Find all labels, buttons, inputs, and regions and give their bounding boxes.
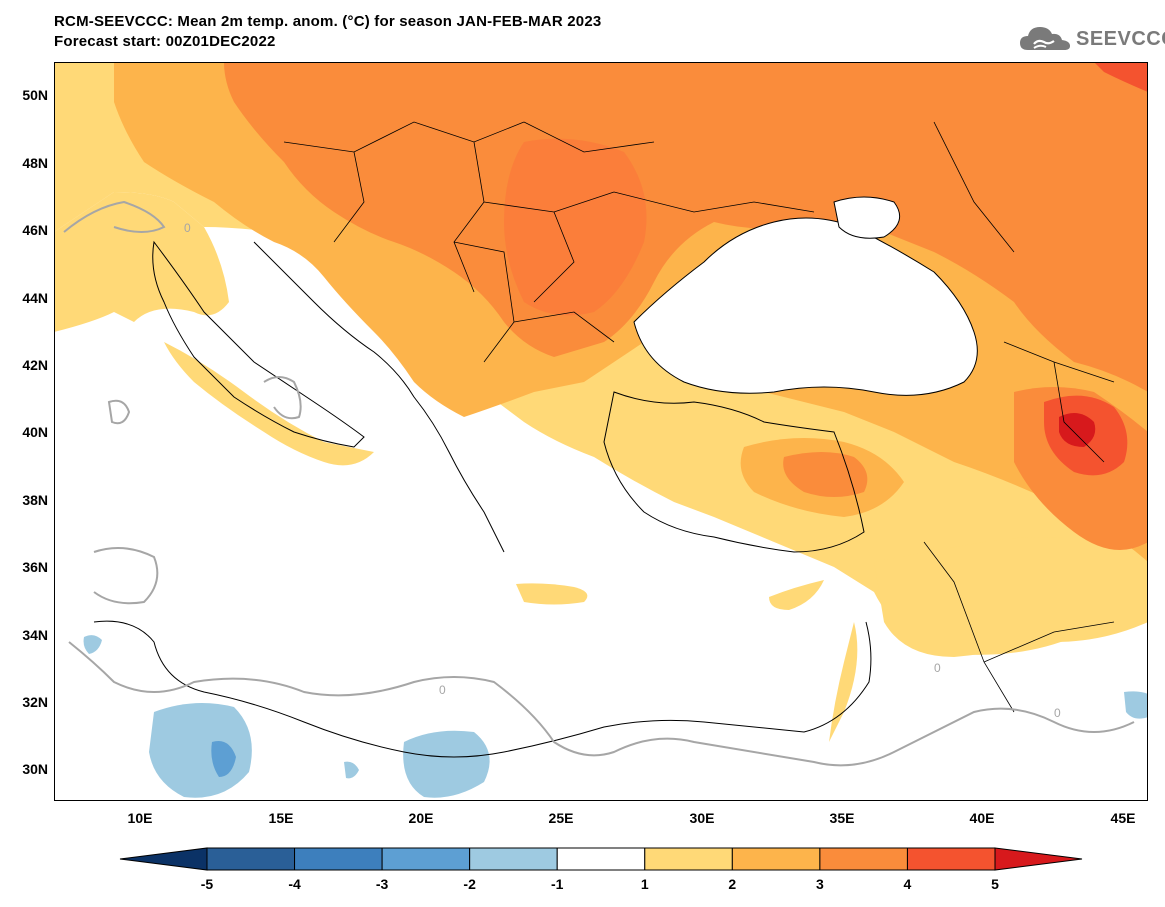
lon-label-30e: 30E — [689, 810, 715, 826]
logo-text: SEEVCCC — [1076, 28, 1165, 50]
anomaly-area-minus2-libya — [210, 740, 236, 777]
anomaly-area-plus3 — [223, 63, 1147, 392]
chart-title: RCM-SEEVCCC: Mean 2m temp. anom. (°C) fo… — [54, 12, 601, 52]
turkey-coast — [602, 390, 865, 553]
lon-label-25e: 25E — [548, 810, 574, 826]
anomaly-area-plus1-cyprus — [768, 579, 824, 610]
contour-label: 0 — [934, 661, 941, 675]
anomaly-area-minus1-libya-small — [343, 761, 359, 778]
zero-contour-sardinia — [107, 399, 130, 424]
anomaly-area-plus1-syria — [873, 531, 1147, 657]
lat-label-48n: 48N — [22, 155, 48, 171]
colorbar-cell — [381, 847, 471, 871]
colorbar-cell — [469, 847, 558, 871]
title-line-2: Forecast start: 00Z01DEC2022 — [54, 33, 276, 50]
anomaly-area-minus1-egypt-east — [1123, 690, 1147, 719]
zero-contour-italy — [262, 375, 302, 419]
contour-label: 0 — [1054, 706, 1061, 720]
lat-label-36n: 36N — [22, 559, 48, 575]
colorbar-tick-label: 2 — [728, 876, 737, 892]
anomaly-area-plus4-northeast — [1095, 63, 1147, 92]
colorbar-cell — [731, 847, 821, 871]
map-panel: 0 0 0 0 — [54, 62, 1148, 801]
colorbar-tick-label: -3 — [375, 876, 389, 892]
colorbar-tick-label: 5 — [991, 876, 999, 892]
balkan-coast — [253, 241, 504, 552]
anomaly-area-plus3-ukraine — [503, 138, 646, 315]
colorbar — [119, 847, 1083, 871]
lon-label-15e: 15E — [268, 810, 294, 826]
anomaly-area-plus1-italy-se — [163, 341, 374, 465]
anomaly-area-minus1-libya-east — [402, 730, 490, 798]
lat-label-30n: 30N — [22, 761, 48, 777]
temperature-anomaly-map: 0 0 0 0 — [55, 63, 1147, 800]
zero-contour-africa — [67, 546, 1134, 766]
anomaly-area-plus3-anatolia — [782, 451, 867, 497]
lon-label-40e: 40E — [969, 810, 995, 826]
azov-sea — [832, 196, 900, 239]
lat-label-32n: 32N — [22, 694, 48, 710]
colorbar-low-end — [119, 847, 208, 871]
colorbar-tick-label: -1 — [550, 876, 564, 892]
africa-coast — [93, 620, 871, 757]
country-borders — [283, 121, 1114, 712]
colorbar-high-end — [994, 847, 1083, 871]
colorbar-cell — [819, 847, 908, 871]
seevccc-logo: SEEVCCC — [1018, 22, 1165, 56]
colorbar-tick-label: -2 — [463, 876, 476, 892]
lon-label-20e: 20E — [408, 810, 434, 826]
lat-label-46n: 46N — [22, 222, 48, 238]
colorbar-tick-label: 3 — [815, 876, 824, 892]
lat-label-50n: 50N — [22, 87, 48, 103]
anomaly-area-minus1-tunisia — [83, 634, 102, 654]
colorbar-cell — [294, 847, 383, 871]
colorbar-cell — [644, 847, 733, 871]
lat-label-42n: 42N — [22, 357, 48, 373]
lon-label-45e: 45E — [1110, 810, 1136, 826]
colorbar-cell — [556, 847, 646, 871]
lon-label-35e: 35E — [829, 810, 855, 826]
cloud-logo-icon — [1020, 27, 1070, 50]
contour-label: 0 — [439, 683, 446, 697]
italy-coast — [151, 240, 365, 448]
black-sea — [632, 217, 978, 396]
lat-label-44n: 44N — [22, 290, 48, 306]
colorbar-cell — [206, 847, 296, 871]
title-line-1: RCM-SEEVCCC: Mean 2m temp. anom. (°C) fo… — [54, 13, 602, 30]
colorbar-tick-label: -4 — [288, 876, 301, 892]
lat-label-38n: 38N — [22, 492, 48, 508]
anomaly-area-plus1-levant — [828, 621, 857, 742]
anomaly-area-plus1-coast — [55, 191, 229, 332]
anomaly-area-plus1-crete — [515, 582, 587, 604]
anomaly-area-plus5-caucasus — [1058, 412, 1095, 447]
lat-label-40n: 40N — [22, 424, 48, 440]
colorbar-tick-label: -5 — [200, 876, 214, 892]
colorbar-tick-label: 4 — [903, 876, 912, 892]
zero-contour-west — [62, 200, 165, 233]
colorbar-cell — [906, 847, 996, 871]
colorbar-tick-label: 1 — [640, 876, 649, 892]
lon-label-10e: 10E — [127, 810, 153, 826]
lat-label-34n: 34N — [22, 627, 48, 643]
contour-label: 0 — [184, 221, 191, 235]
